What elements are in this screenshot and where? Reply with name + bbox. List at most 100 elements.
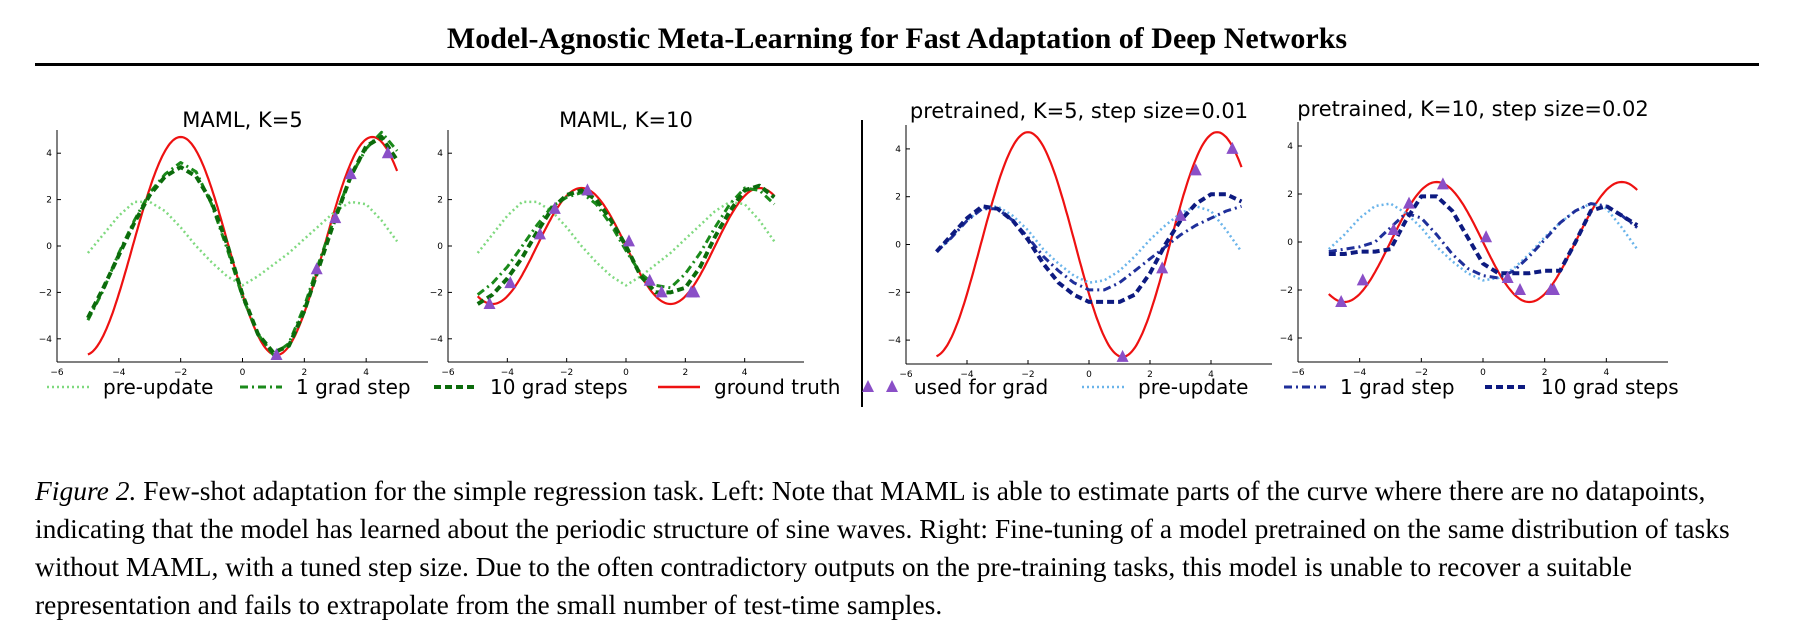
legend-item: 10 grad steps: [434, 375, 628, 399]
y-tick-label: 4: [46, 149, 52, 159]
grad-sample-point: [688, 285, 701, 298]
grad-sample-point: [1174, 208, 1187, 221]
plot-panel-3: pretrained, K=5, step size=0.01 −6 −4 −2 0 2 4…: [888, 100, 1272, 380]
legend-triangle-marker: [862, 380, 874, 392]
grad-sample-point: [1547, 283, 1560, 295]
y-tick-label: −4: [888, 336, 902, 346]
x-tick-label: −4: [960, 370, 974, 380]
series-pre-update-curve: [86, 200, 399, 287]
y-tick-label: 2: [1287, 190, 1293, 200]
x-tick-label: 2: [301, 368, 307, 378]
legend-item: 10 grad steps: [1485, 375, 1679, 399]
grad-sample-point: [533, 227, 546, 240]
series-10-grad-steps-curve: [1328, 194, 1639, 276]
title-rule: [35, 63, 1759, 66]
y-tick-label: −4: [430, 335, 444, 345]
grad-sample-point: [1436, 177, 1449, 190]
grad-sample-point: [1356, 273, 1369, 286]
figure-label: Figure 2.: [35, 475, 137, 506]
y-tick-label: 4: [895, 145, 901, 155]
x-tick-label: −2: [1021, 370, 1034, 380]
x-tick-label: 4: [363, 368, 369, 378]
grad-sample-point: [329, 211, 342, 224]
x-tick-label: 2: [1147, 370, 1153, 380]
grad-sample-point: [1116, 349, 1129, 362]
y-tick-label: 2: [46, 196, 52, 206]
grad-sample-point: [1335, 295, 1348, 307]
panel-title: MAML, K=5: [182, 108, 302, 132]
legend-item: pre-update: [1082, 375, 1248, 399]
series-1-grad-step-curve: [476, 186, 776, 296]
series-pre-update-curve: [935, 205, 1243, 284]
series-pre-update-curve: [1327, 202, 1639, 282]
grad-sample-point: [381, 146, 394, 159]
grad-sample-point: [581, 183, 594, 196]
grad-sample-point: [1387, 223, 1400, 235]
y-tick-label: 0: [437, 242, 443, 252]
y-tick-label: −4: [1280, 334, 1294, 344]
x-tick-label: −4: [1353, 368, 1367, 378]
x-tick-label: 2: [682, 368, 688, 378]
grad-sample-point: [1501, 271, 1514, 283]
series-1-grad-step-curve: [86, 130, 399, 357]
x-tick-label: −4: [112, 368, 126, 378]
legend-item: used for grad: [862, 375, 1048, 399]
x-tick-label: −6: [50, 368, 64, 378]
y-tick-label: 4: [1287, 142, 1293, 152]
x-tick-label: 4: [742, 368, 748, 378]
y-tick-label: −4: [39, 335, 53, 345]
plot-panel-1: MAML, K=5 −6 −4 −2 0 2 4 −4 −2 0 2 4: [39, 108, 428, 378]
regression-figure: MAML, K=5 −6 −4 −2 0 2 4 −4 −2 0 2 4 MAML, K=10 −6 −4 −…: [39, 100, 1679, 407]
legend-label: used for grad: [914, 375, 1048, 399]
grad-sample-point: [1226, 141, 1239, 154]
paper-title: Model-Agnostic Meta-Learning for Fast Ad…: [446, 22, 1348, 55]
series-10-grad-steps-curve: [86, 135, 399, 355]
grad-sample-point: [504, 276, 517, 289]
grad-sample-point: [655, 285, 668, 298]
y-tick-label: 0: [1287, 238, 1293, 248]
legend-label: 10 grad steps: [490, 375, 628, 399]
y-tick-label: 4: [437, 149, 443, 159]
series-1-grad-step-curve: [1328, 202, 1639, 280]
x-tick-label: 0: [1086, 370, 1092, 380]
y-tick-label: 0: [46, 242, 52, 252]
x-tick-label: −4: [501, 368, 515, 378]
figure-legend: pre-update 1 grad step 10 grad steps ground…: [47, 375, 1679, 399]
x-tick-label: −2: [560, 368, 573, 378]
grad-sample-point: [622, 234, 635, 247]
y-tick-label: −2: [1280, 286, 1293, 296]
panel-title: pretrained, K=10, step size=0.02: [1297, 100, 1649, 121]
x-tick-label: 2: [1542, 368, 1548, 378]
grad-sample-point: [483, 297, 496, 309]
y-tick-label: 2: [437, 196, 443, 206]
legend-item: 1 grad step: [1284, 375, 1455, 399]
series-10-grad-steps-curve: [935, 192, 1243, 304]
legend-item: 1 grad step: [240, 375, 411, 399]
grad-sample-point: [344, 167, 357, 180]
x-tick-label: 0: [1480, 368, 1486, 378]
legend-label: pre-update: [1138, 375, 1248, 399]
x-tick-label: −2: [1415, 368, 1428, 378]
grad-sample-point: [643, 273, 656, 286]
legend-label: 10 grad steps: [1541, 375, 1679, 399]
legend-label: 1 grad step: [296, 375, 411, 399]
grad-sample-point: [270, 348, 283, 361]
panel-title: MAML, K=10: [559, 108, 693, 132]
x-tick-label: −6: [441, 368, 455, 378]
grad-sample-point: [1480, 230, 1493, 243]
plot-panel-4: pretrained, K=10, step size=0.02 −6 −4 −2 0 2…: [1280, 100, 1668, 378]
series-1-grad-step-curve: [935, 204, 1242, 292]
y-tick-label: 2: [895, 193, 901, 203]
y-tick-label: −2: [430, 288, 443, 298]
legend-label: 1 grad step: [1340, 375, 1455, 399]
y-tick-label: −2: [888, 288, 901, 298]
grad-sample-point: [548, 201, 561, 214]
ground-truth-curve: [935, 131, 1243, 358]
x-tick-label: −2: [174, 368, 187, 378]
legend-label: pre-update: [103, 375, 213, 399]
grad-sample-point: [1156, 261, 1169, 274]
grad-sample-point: [1403, 196, 1415, 209]
y-tick-label: 0: [895, 241, 901, 251]
x-tick-label: −6: [1291, 368, 1305, 378]
panel-title: pretrained, K=5, step size=0.01: [910, 100, 1248, 123]
